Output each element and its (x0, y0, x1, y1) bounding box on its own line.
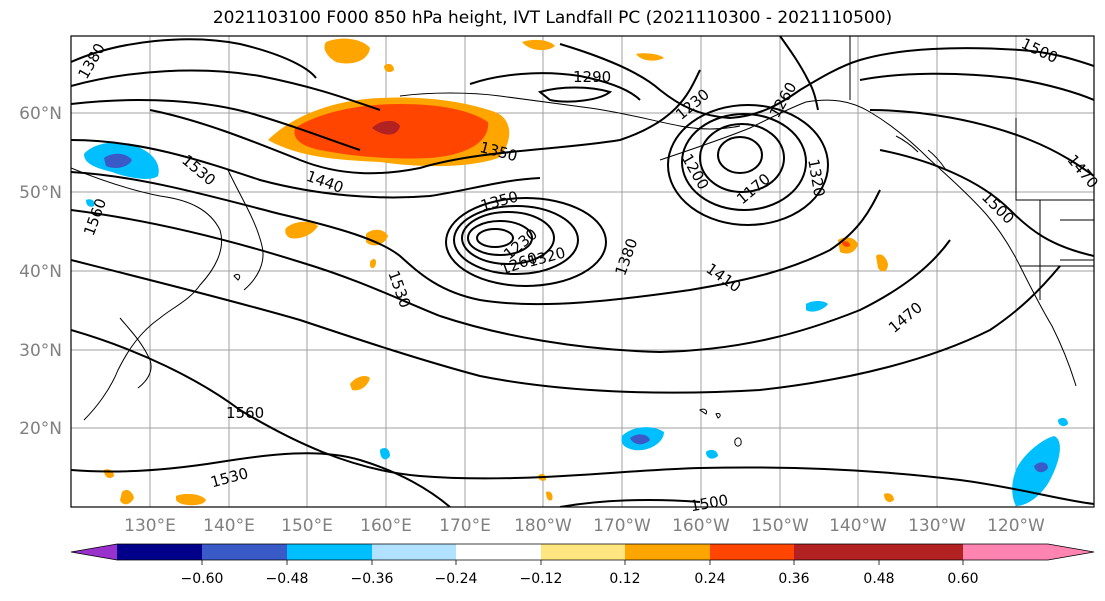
lon-label: 150°W (751, 516, 809, 536)
colorbar-tick: −0.48 (266, 571, 309, 587)
colorbar-segment (202, 544, 287, 560)
lon-label: 170°E (439, 516, 491, 536)
colorbar-tick: 0.12 (609, 571, 640, 587)
ivt-negative-shading (84, 142, 1068, 506)
height-contours (71, 36, 1094, 507)
contour-label: 1560 (226, 404, 264, 422)
colorbar-tick: −0.36 (351, 571, 394, 587)
lon-label: 170°W (593, 516, 651, 536)
lon-label: 130°W (908, 516, 966, 536)
lon-label: 150°E (281, 516, 333, 536)
colorbar-segment (372, 544, 456, 560)
map-frame (70, 35, 1095, 508)
lon-label: 120°W (987, 516, 1045, 536)
colorbar-tick-labels: −0.60 −0.48 −0.36 −0.24 −0.12 0.12 0.24 … (181, 571, 979, 587)
lat-label: 60°N (19, 104, 62, 124)
lon-label: 140°W (829, 516, 887, 536)
map-title: 2021103100 F000 850 hPa height, IVT Land… (212, 8, 893, 28)
lat-label: 20°N (19, 419, 62, 439)
colorbar-segment (710, 544, 794, 560)
colorbar-segment (794, 544, 879, 560)
lon-label: 160°W (672, 516, 730, 536)
colorbar-tick: 0.48 (863, 571, 894, 587)
colorbar-tick: 0.36 (778, 571, 809, 587)
colorbar-tick: −0.12 (520, 571, 563, 587)
colorbar-segment (287, 544, 372, 560)
colorbar-extend-left (71, 544, 117, 560)
lat-label: 30°N (19, 341, 62, 361)
colorbar-segment (456, 544, 541, 560)
colorbar-segment (541, 544, 625, 560)
lat-label: 50°N (19, 183, 62, 203)
colorbar-tick: 0.24 (694, 571, 725, 587)
lat-label: 40°N (19, 262, 62, 282)
colorbar-segment (879, 544, 963, 560)
lon-label: 160°E (360, 516, 412, 536)
lon-label: 130°E (124, 516, 176, 536)
coastlines (71, 36, 1094, 447)
colorbar-tick: −0.24 (435, 571, 478, 587)
colorbar-segment (117, 544, 202, 560)
longitude-labels: 130°E 140°E 150°E 160°E 170°E 180°W 170°… (124, 516, 1045, 536)
colorbar-tick: 0.60 (947, 571, 978, 587)
colorbar-tick: −0.60 (181, 571, 224, 587)
colorbar-segment (625, 544, 710, 560)
colorbar: −0.60 −0.48 −0.36 −0.24 −0.12 0.12 0.24 … (70, 543, 1095, 587)
lon-label: 180°W (514, 516, 572, 536)
latitude-labels: 60°N 50°N 40°N 30°N 20°N (19, 104, 62, 439)
lon-label: 140°E (203, 516, 255, 536)
contour-label: 1290 (573, 68, 611, 86)
